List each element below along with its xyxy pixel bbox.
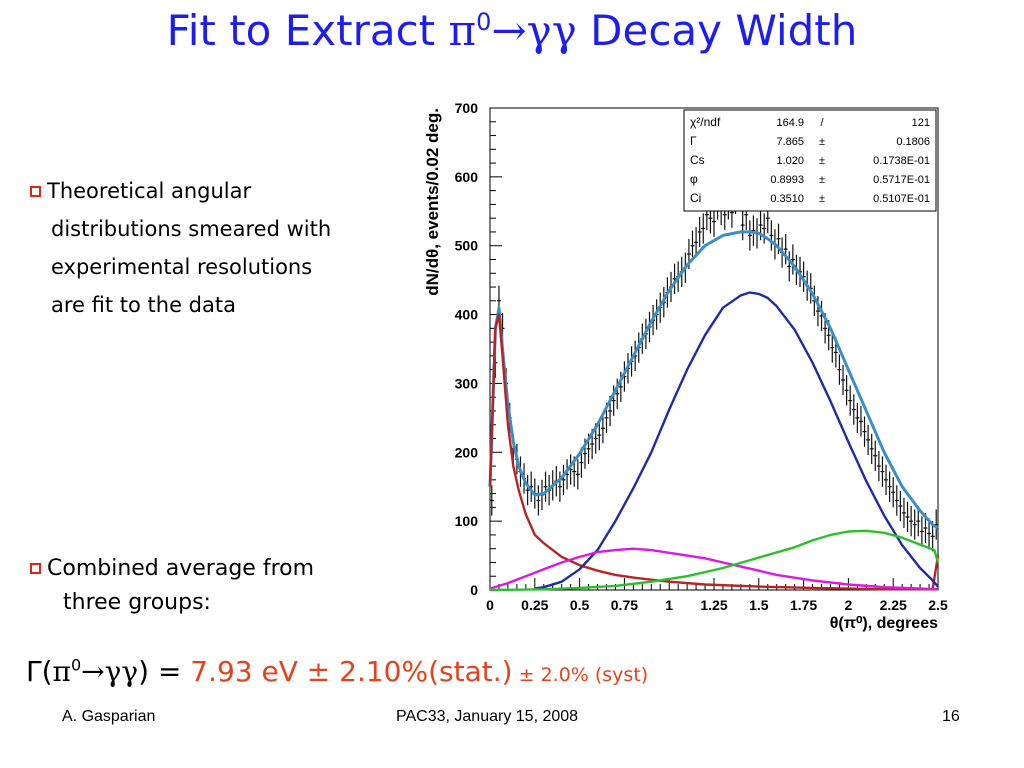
footer-event: PAC33, January 15, 2008 [396,708,579,725]
stats-sep: ± [819,136,825,148]
footer-page-number: 16 [942,708,960,725]
x-tick-label: 0.75 [611,597,638,613]
stats-error: 0.5717E-01 [873,174,930,186]
stats-label: Ci [690,191,701,205]
bullet-combined: Combined average from three groups: [30,552,314,620]
stats-label: φ [690,172,698,186]
x-tick-label: 2.5 [928,597,948,613]
chart-svg: 0 100 200 300 400 500 600 700 0 0.25 0.5 0.75 1 1.25 1… [423,100,948,632]
x-tick-label: 0.5 [570,597,590,613]
stats-sep: ± [819,174,825,186]
x-tick-label: 1.5 [749,597,769,613]
chart: 0 100 200 300 400 500 600 700 0 0.25 0.5 0.75 1 1.25 1… [408,96,948,640]
stats-error: 121 [912,117,930,129]
y-tick-label: 400 [455,307,479,323]
x-tick-label: 0.25 [521,597,548,613]
y-tick-label: 600 [455,169,479,185]
x-axis-label: θ(π⁰), degrees [830,615,938,632]
bullet-theoretical: Theoretical angular distributions smeare… [30,172,331,324]
y-tick-label: 300 [455,375,479,391]
stats-label: χ²/ndf [690,115,721,129]
x-tick-label: 2.25 [880,597,907,613]
footer-author: A. Gasparian [62,708,156,725]
stats-sep: ± [819,193,825,205]
stats-value: 7.865 [776,136,804,148]
stats-value: 1.020 [776,155,804,167]
x-tick-label: 1.25 [700,597,727,613]
x-tick-label: 0 [486,597,494,613]
bullet-icon [30,563,41,574]
fit-curve-main [534,291,939,590]
stats-error: 0.1806 [896,136,930,148]
stats-label: Cs [690,153,705,167]
stats-sep: ± [819,155,825,167]
x-tick-label: 1 [665,597,673,613]
stats-value: 0.3510 [770,193,804,205]
fit-curve-peak [488,313,940,591]
x-tick-label: 2 [845,597,853,613]
y-tick-label: 700 [455,100,479,116]
y-tick-label: 200 [455,444,479,460]
stats-label: Γ [690,134,697,148]
fit-curve-magenta [489,547,939,591]
stats-value: 164.9 [776,117,804,129]
result-formula: Γ(π0→γγ) = 7.93 eV ± 2.10%(stat.) ± 2.0%… [26,655,649,688]
stats-error: 0.5107E-01 [873,193,930,205]
stats-value: 0.8993 [770,174,804,186]
fit-curve-green [489,529,940,592]
stats-box [683,109,937,212]
slide-title: Fit to Extract π0→γγ Decay Width [166,6,858,55]
y-tick-label: 0 [470,582,478,598]
y-tick-label: 500 [455,238,479,254]
stats-error: 0.1738E-01 [873,155,930,167]
bullet-icon [30,186,41,197]
stats-sep: / [820,117,824,129]
y-axis-label: dN/dθ, events/0.02 deg. [423,108,442,296]
y-tick-label: 100 [455,513,479,529]
x-tick-label: 1.75 [790,597,817,613]
fit-curve-total [488,230,939,530]
